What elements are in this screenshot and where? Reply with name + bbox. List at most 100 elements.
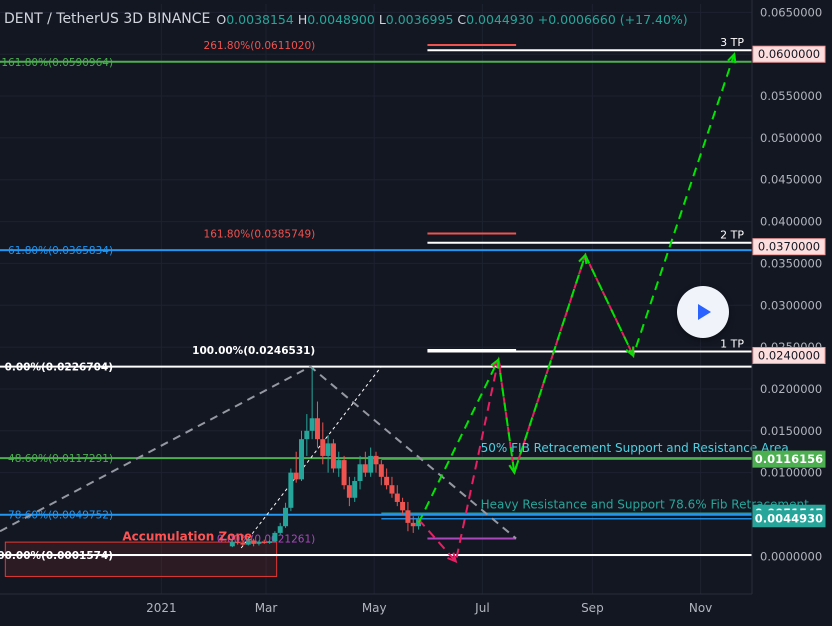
fib-level-label-5: 0.00%(0.0226704)	[5, 362, 113, 374]
fib-levels: 261.80%(0.0611020) −161.80%(0.0590964) 161…	[0, 40, 752, 562]
candle-body-1	[235, 542, 241, 544]
ohlc-close: 0.0044930	[466, 11, 534, 27]
y-tick-label-5: 0.0400000	[760, 215, 822, 229]
gray-dashed-trendline	[0, 365, 517, 540]
price-box-label-3: 0.0116156	[755, 452, 823, 466]
candle-body-16	[314, 418, 320, 440]
y-tick-label-7: 0.0300000	[760, 298, 822, 312]
projection-red-arrow-1	[447, 552, 458, 564]
projection-green-arrow-3	[578, 252, 588, 265]
y-tick-label-4: 0.0450000	[760, 173, 822, 187]
fib-level-label-7: 78.60%(0.0049752)	[8, 510, 113, 522]
fib-level-label-9: 100.00%(0.0001574)	[0, 550, 113, 562]
candle-body-25	[362, 464, 368, 473]
candle-body-7	[267, 541, 273, 543]
symbol-header: DENT / TetherUS 3D BINANCE O0.0038154 H0…	[4, 9, 688, 29]
projection-green-path	[417, 53, 736, 524]
candle-body-13	[299, 439, 305, 480]
fib-level-label-1: −161.80%(0.0590964)	[0, 57, 113, 69]
candle-body-32	[400, 501, 406, 511]
accumulation-zone-rect	[4, 541, 278, 577]
candle-body-6	[261, 542, 267, 544]
price-axis[interactable]: 0.0650000 0.0600000 0.0550000 0.0500000 0.04…	[751, 0, 826, 594]
white-dashed-trendline	[240, 366, 382, 549]
fib-level-label-3: −61.80%(0.0365834)	[0, 245, 113, 257]
ohlc-low: 0.0036995	[385, 11, 454, 27]
projection-paths	[417, 52, 737, 564]
annotation-1: Heavy Resistance and Support 78.6% Fib R…	[481, 498, 809, 512]
ohlc-high: 0.0048900	[307, 11, 375, 27]
candle-body-29	[384, 476, 390, 486]
candle-body-30	[389, 485, 395, 494]
candle-body-11	[288, 472, 294, 508]
candle-body-14	[304, 430, 310, 440]
fib-level-label-4: 100.00%(0.0246531)	[192, 345, 315, 357]
ohlc-high-key: H	[297, 11, 308, 27]
target-label-2: 1 TP	[720, 337, 744, 350]
candle-body-28	[378, 464, 384, 477]
candle-body-10	[283, 507, 289, 527]
candle-body-27	[373, 455, 379, 465]
candle-body-4	[251, 540, 257, 544]
candle-body-20	[336, 460, 342, 469]
candle-body-3	[245, 540, 251, 545]
annotation-0: 50% FIB Retracement Support and Resistan…	[481, 441, 789, 455]
y-tick-label-3: 0.0500000	[760, 131, 822, 145]
x-tick-label-2: May	[362, 601, 387, 615]
candle-body-21	[341, 460, 347, 486]
candle-body-24	[357, 464, 363, 482]
y-tick-label-11: 0.0100000	[760, 466, 822, 480]
fib-level-label-2: 161.80%(0.0385749)	[204, 229, 316, 241]
candle-body-9	[277, 526, 283, 533]
ohlc-low-key: L	[378, 11, 386, 27]
symbol-title[interactable]: DENT / TetherUS 3D BINANCE	[4, 11, 211, 27]
play-icon	[698, 304, 711, 320]
y-tick-label-13: 0.0000000	[760, 549, 822, 563]
x-tick-label-4: Sep	[581, 601, 604, 615]
ohlc-close-key: C	[457, 11, 467, 27]
candle-body-23	[352, 481, 358, 498]
y-tick-label-10: 0.0150000	[760, 424, 822, 438]
projection-green-arrow-5	[727, 52, 737, 64]
candle-body-31	[394, 493, 400, 502]
candle-body-0	[229, 542, 235, 547]
candle-body-8	[272, 532, 278, 542]
x-tick-label-1: Mar	[255, 601, 278, 615]
price-box-label-5: 0.0044930	[755, 512, 823, 526]
candles	[229, 367, 422, 548]
candle-body-19	[330, 443, 336, 469]
time-axis[interactable]: 2021 Mar May Jul Sep Nov	[0, 593, 752, 615]
candle-body-12	[293, 472, 299, 480]
target-label-0: 3 TP	[720, 36, 744, 49]
trend-lines	[0, 365, 517, 549]
ohlc-open: 0.0038154	[226, 11, 294, 27]
candle-body-5	[256, 542, 262, 544]
price-box-label-0: 0.0600000	[758, 47, 820, 61]
candle-body-26	[368, 455, 374, 473]
y-tick-label-9: 0.0200000	[760, 382, 822, 396]
annotations: 3 TP 2 TP 1 TP 50% FIB Retracement Support …	[122, 36, 809, 543]
projection-green-arrow-1	[490, 357, 500, 369]
price-box-1	[752, 238, 826, 256]
x-tick-label-3: Jul	[474, 601, 489, 615]
price-box-0	[752, 45, 826, 63]
candle-body-18	[325, 443, 331, 456]
ohlc-readout: O0.0038154 H0.0048900 L0.0036995 C0.0044…	[216, 12, 687, 27]
candle-body-22	[346, 485, 352, 498]
x-tick-label-5: Nov	[689, 601, 712, 615]
y-tick-label-0: 0.0650000	[760, 5, 822, 19]
price-box-3	[752, 450, 826, 468]
candle-body-17	[320, 439, 326, 456]
accumulation-zone-box	[4, 541, 278, 577]
y-tick-label-6: 0.0350000	[760, 256, 822, 270]
ohlc-open-key: O	[216, 11, 227, 27]
x-tick-label-0: 2021	[146, 601, 177, 615]
play-button[interactable]	[677, 286, 729, 338]
ohlc-change: +0.0006660 (+17.40%)	[537, 11, 688, 27]
projection-green-arrow-4	[625, 346, 635, 358]
price-box-5	[752, 510, 826, 528]
candle-body-15	[309, 418, 315, 431]
projection-green-arrow-2	[508, 463, 519, 475]
price-box-label-2: 0.0240000	[758, 348, 820, 362]
